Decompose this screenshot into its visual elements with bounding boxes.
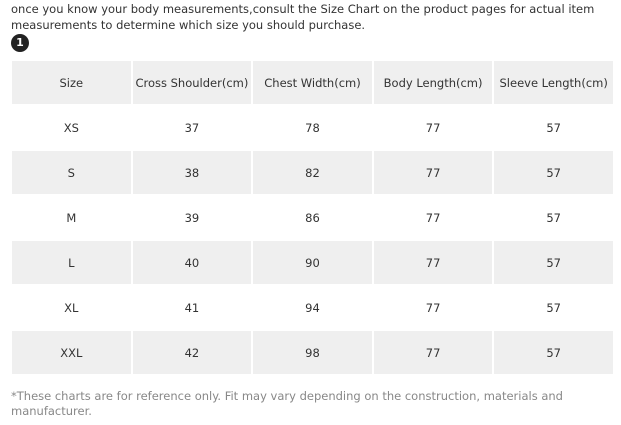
cell: 41 bbox=[184, 300, 200, 315]
table-row: XL 41 94 77 57 bbox=[12, 286, 613, 329]
cell: 42 bbox=[132, 331, 252, 374]
cell: 98 bbox=[253, 331, 372, 374]
table-row: XXL 42 98 77 57 bbox=[12, 331, 613, 374]
cell: 57 bbox=[494, 151, 613, 194]
header-row: Size Cross Shoulder(cm) Chest Width(cm) Bod… bbox=[12, 61, 613, 104]
cell: 77 bbox=[425, 120, 441, 135]
cell: XL bbox=[64, 300, 79, 315]
cell: 78 bbox=[305, 120, 320, 135]
cell: 77 bbox=[425, 300, 441, 315]
cell: 38 bbox=[132, 151, 252, 194]
cell: 37 bbox=[184, 120, 200, 135]
cell: 82 bbox=[253, 151, 372, 194]
intro-text: once you know your body measurements,con… bbox=[11, 2, 595, 32]
cell: 90 bbox=[253, 241, 372, 284]
size-table: Size Cross Shoulder(cm) Chest Width(cm) Bod… bbox=[10, 59, 615, 376]
header-cell: Sleeve Length(cm) bbox=[494, 61, 613, 104]
step-badge: 1 bbox=[11, 34, 29, 52]
header-cell: Cross Shoulder(cm) bbox=[132, 61, 252, 104]
footnote: *These charts are for reference only. Fi… bbox=[11, 389, 563, 418]
cell: 77 bbox=[373, 241, 493, 284]
cell: 57 bbox=[494, 331, 613, 374]
table-row: L 40 90 77 57 bbox=[12, 241, 613, 284]
cell: 39 bbox=[184, 210, 200, 225]
cell: XS bbox=[63, 120, 79, 135]
cell: S bbox=[12, 151, 131, 194]
header-cell: Size bbox=[12, 61, 131, 104]
cell: 77 bbox=[425, 210, 441, 225]
table-row: M 39 86 77 57 bbox=[12, 196, 613, 239]
cell: 57 bbox=[546, 120, 561, 135]
cell: 86 bbox=[305, 210, 320, 225]
cell: 94 bbox=[305, 300, 320, 315]
cell: 77 bbox=[373, 331, 493, 374]
table-row: S 38 82 77 57 bbox=[12, 151, 613, 194]
table-row: XS 37 78 77 57 bbox=[12, 106, 613, 149]
cell: XXL bbox=[12, 331, 131, 374]
cell: M bbox=[66, 210, 77, 225]
cell: 77 bbox=[373, 151, 493, 194]
header-cell: Chest Width(cm) bbox=[253, 61, 372, 104]
cell: 57 bbox=[494, 241, 613, 284]
cell: L bbox=[12, 241, 131, 284]
header-cell: Body Length(cm) bbox=[373, 61, 493, 104]
cell: 57 bbox=[546, 210, 561, 225]
cell: 40 bbox=[132, 241, 252, 284]
cell: 57 bbox=[546, 300, 561, 315]
